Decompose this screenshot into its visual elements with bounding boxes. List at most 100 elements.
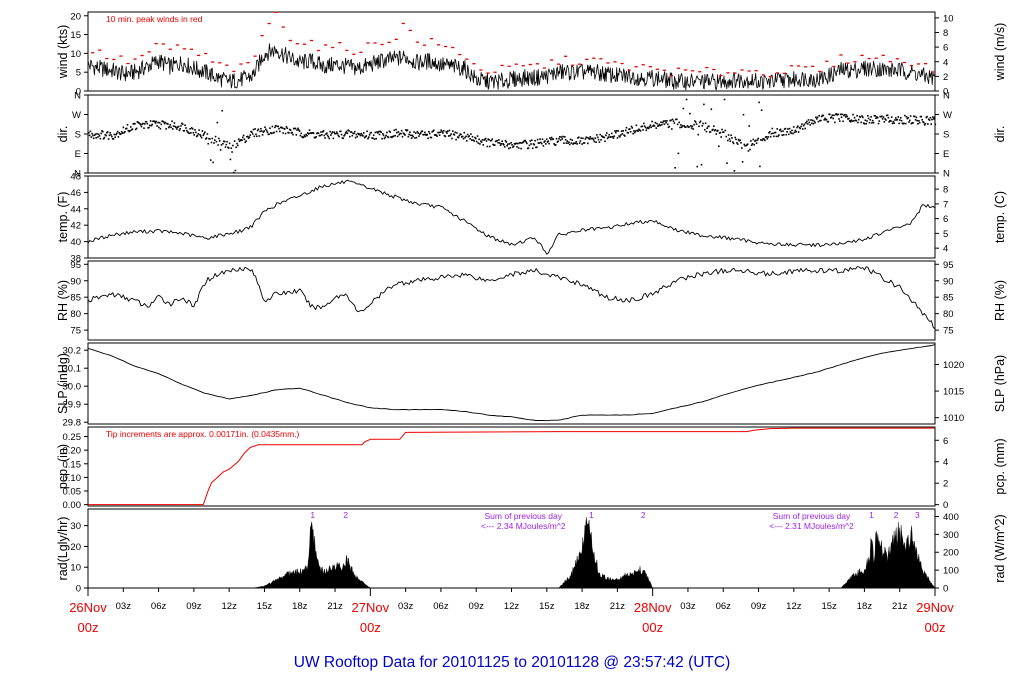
slp-left-tick-label: 29.9 [63,400,82,411]
dir-point [90,136,93,138]
dir-point [117,136,120,138]
dir-point [811,119,814,122]
dir-point [481,139,484,141]
dir-point [820,119,822,122]
dir-point [588,138,591,140]
temp-left-tick-label: 42 [70,221,81,232]
dir-point [918,121,921,124]
dir-point [583,142,586,144]
dir-point [326,134,329,137]
dir-point [612,137,615,139]
dir-point [103,136,106,139]
dir-point [279,130,281,133]
dir-point [737,138,740,141]
dir-point [453,134,456,136]
dir-point [444,135,447,138]
dir-point [508,147,510,150]
rad-sum-note-line1: Sum of previous day [773,511,851,521]
dir-point [709,131,712,133]
dir-point [543,141,545,143]
dir-point [108,134,111,137]
dir-point [519,142,522,144]
dir-point [382,133,384,135]
dir-point [773,135,775,138]
dir-point [179,128,181,130]
dir-point [634,130,637,132]
dir-point [746,144,748,146]
dir-point [105,134,107,137]
dir-point [196,134,199,137]
dir-point [219,149,222,151]
dir-point [416,130,419,133]
rad-right-tick-label: 0 [943,584,948,595]
dir-point [88,134,91,137]
dir-point [218,137,220,140]
dir-point [383,137,386,140]
dir-point [512,145,515,147]
rh-left-tick-label: 90 [70,276,81,287]
slp-frame [87,342,936,425]
dir-point [294,127,297,130]
time-tick-label: 12z [786,601,802,612]
dir-point [629,131,632,133]
dir-point [452,130,454,132]
dir-point [547,140,550,142]
dir-point [281,127,284,129]
pcp-left-tick-label: 0.10 [63,473,82,484]
dir-point [111,135,113,138]
dir-point [310,132,312,134]
dir-left-tick-label: E [75,149,81,160]
dir-point [491,138,494,140]
dir-point [841,113,844,116]
dir-point [446,132,448,134]
dir-point [221,109,223,112]
dir-point [414,137,416,139]
dir-point [866,120,868,122]
slp-left-tick-label: 30.2 [63,346,82,357]
dir-point [258,135,261,137]
dir-point [338,135,340,138]
dir-point [721,128,723,131]
dir-point [201,130,204,132]
dir-point [263,130,265,132]
dir-point [899,117,902,119]
rad-peak-label: 2 [343,510,348,520]
dir-point [301,136,303,138]
dir-point [792,126,795,128]
dir-point [468,135,470,137]
dir-point [533,143,536,146]
dir-point [370,131,373,134]
dir-point [144,123,146,125]
dir-point [194,129,196,131]
dir-point [512,146,514,148]
dir-point [156,125,158,127]
dir-point [865,122,867,125]
dir-point [333,131,335,134]
dir-point [631,127,634,129]
dir-point [485,140,488,142]
time-tick-label: 15z [539,601,555,612]
dir-point [831,114,834,116]
dir-point [855,119,858,122]
dir-point [293,127,295,130]
dir-point [523,139,526,142]
dir-point [448,129,451,132]
temp-left-tick-label: 44 [70,204,81,215]
dir-point [343,135,345,137]
dir-point [670,119,672,121]
dir-point [99,137,102,140]
dir-point [796,126,798,129]
dir-point [635,124,638,127]
dir-point [771,127,774,130]
dir-point [561,138,564,140]
dir-point [715,133,718,135]
dir-point [498,139,500,141]
temp-left-axis-label: temp. (F) [56,192,70,243]
dir-point [238,140,241,142]
dir-point [89,130,92,133]
dir-point [463,131,466,134]
dir-point [511,144,513,146]
dir-point [904,122,907,125]
dir-point [918,120,920,122]
